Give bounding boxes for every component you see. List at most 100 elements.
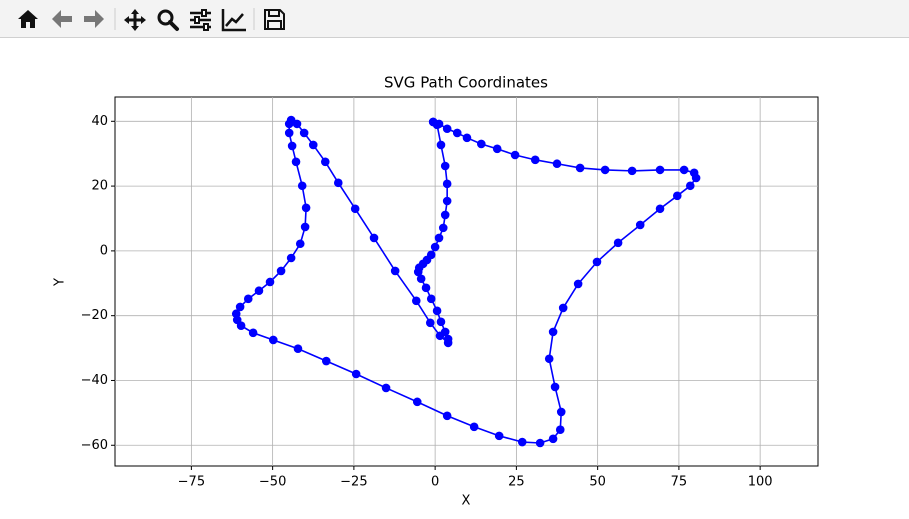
back-button[interactable] xyxy=(52,10,72,28)
data-point xyxy=(235,302,245,312)
data-point xyxy=(231,309,241,319)
x-tick-label: 100 xyxy=(748,475,773,490)
data-point xyxy=(320,157,330,167)
data-point xyxy=(573,279,583,289)
data-point xyxy=(425,318,435,328)
data-point xyxy=(268,335,278,345)
data-point xyxy=(381,383,391,393)
data-point xyxy=(462,133,472,143)
data-point xyxy=(592,257,602,267)
data-point xyxy=(452,128,462,138)
y-axis-label: Y xyxy=(53,278,68,287)
data-point xyxy=(300,222,310,232)
data-point xyxy=(530,155,540,165)
data-point xyxy=(556,407,566,417)
data-point xyxy=(293,344,303,354)
data-point xyxy=(558,303,568,313)
data-point xyxy=(442,124,452,134)
x-tick-label: −50 xyxy=(259,475,286,490)
data-point xyxy=(548,434,558,444)
data-point xyxy=(434,233,444,243)
save-button[interactable] xyxy=(264,9,285,30)
forward-button[interactable] xyxy=(84,10,104,28)
data-point xyxy=(276,266,286,276)
data-point xyxy=(550,382,560,392)
data-point xyxy=(544,354,554,364)
data-point xyxy=(411,296,421,306)
data-point xyxy=(476,139,486,149)
data-point xyxy=(436,140,446,150)
data-point xyxy=(333,178,343,188)
data-point xyxy=(517,437,527,447)
data-point xyxy=(575,163,585,173)
data-point xyxy=(627,166,637,176)
data-point xyxy=(442,411,452,421)
data-point xyxy=(548,327,558,337)
home-button[interactable] xyxy=(18,10,38,28)
data-point xyxy=(436,317,446,327)
data-point xyxy=(469,422,479,432)
data-point xyxy=(321,356,331,366)
plot-area xyxy=(114,96,819,467)
y-tick-label: 40 xyxy=(91,114,108,129)
data-point xyxy=(291,157,301,167)
data-point xyxy=(292,119,302,129)
toolbar xyxy=(0,0,909,38)
data-point xyxy=(350,204,360,214)
chart-title: SVG Path Coordinates xyxy=(384,74,548,92)
data-point xyxy=(284,128,294,138)
data-point xyxy=(600,165,610,175)
y-tick-label: 0 xyxy=(100,243,108,258)
data-point xyxy=(416,274,426,284)
data-point xyxy=(254,286,264,296)
data-point xyxy=(691,173,701,183)
data-point xyxy=(685,181,695,191)
data-point xyxy=(287,141,297,151)
data-point xyxy=(672,191,682,201)
data-point xyxy=(535,438,545,448)
data-point xyxy=(299,128,309,138)
data-point xyxy=(412,397,422,407)
figure: SVG Path Coordinates X Y −75 −50 −25 0 25 50 7… xyxy=(53,74,819,509)
y-tick-label: −20 xyxy=(81,308,108,323)
x-tick-label: 50 xyxy=(589,475,606,490)
data-point xyxy=(442,179,452,189)
data-point xyxy=(655,204,665,214)
configure-button[interactable] xyxy=(190,9,211,31)
data-point xyxy=(248,328,258,338)
data-point xyxy=(308,140,318,150)
data-point xyxy=(552,159,562,169)
data-point xyxy=(432,306,442,316)
data-point xyxy=(390,266,400,276)
x-tick-label: 75 xyxy=(671,475,688,490)
x-axis-label: X xyxy=(462,494,471,509)
data-point xyxy=(243,294,253,304)
data-point xyxy=(440,327,450,337)
data-point xyxy=(494,431,504,441)
x-tick-label: 0 xyxy=(431,475,439,490)
data-point xyxy=(428,117,438,127)
pan-button[interactable] xyxy=(124,9,146,31)
y-tick-label: 20 xyxy=(91,179,108,194)
data-point xyxy=(679,165,689,175)
data-point xyxy=(635,220,645,230)
data-point xyxy=(369,233,379,243)
data-point xyxy=(265,277,275,287)
data-point xyxy=(555,425,565,435)
x-tick-label: −75 xyxy=(178,475,205,490)
data-point xyxy=(510,150,520,160)
data-point xyxy=(297,181,307,191)
data-point xyxy=(286,253,296,263)
y-tick-label: −60 xyxy=(81,438,108,453)
data-point xyxy=(438,223,448,233)
data-point xyxy=(442,196,452,206)
x-tick-label: −25 xyxy=(340,475,367,490)
data-point xyxy=(440,210,450,220)
data-point xyxy=(301,203,311,213)
data-point xyxy=(492,144,502,154)
zoom-button[interactable] xyxy=(157,9,179,31)
data-point xyxy=(655,165,665,175)
data-point xyxy=(426,250,436,260)
data-point xyxy=(440,161,450,171)
axes-button[interactable] xyxy=(221,9,246,32)
